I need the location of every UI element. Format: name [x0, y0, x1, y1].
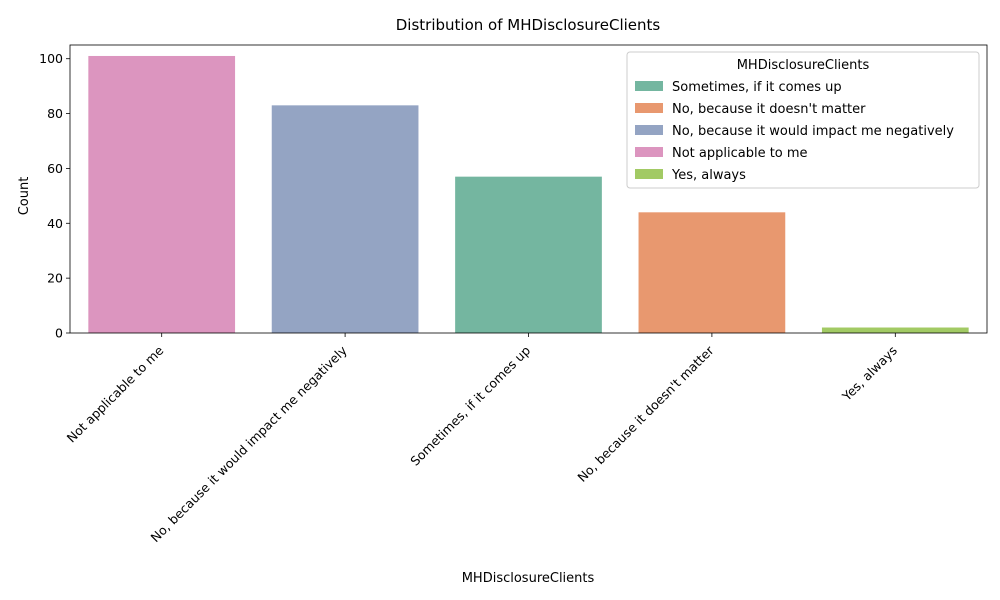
y-tick-label-3: 60 [47, 161, 63, 176]
legend-label-1: No, because it doesn't matter [672, 102, 866, 117]
legend-swatch-1 [635, 103, 663, 113]
legend: MHDisclosureClients Sometimes, if it come… [626, 51, 980, 189]
x-tick-label-1: No, because it would impact me negativel… [148, 342, 351, 545]
x-tick-label-2: Sometimes, if it comes up [407, 343, 533, 469]
y-tick-label-1: 20 [47, 271, 63, 286]
bar-3 [638, 212, 786, 333]
x-tick-label-3: No, because it doesn't matter [574, 342, 717, 485]
x-axis-label: MHDisclosureClients [462, 571, 595, 586]
y-tick-label-2: 40 [47, 216, 63, 231]
y-tick-label-0: 0 [55, 326, 63, 341]
y-tick-label-5: 100 [39, 51, 63, 66]
x-tick-label-4: Yes, always [838, 343, 900, 405]
bar-1 [271, 105, 419, 333]
chart-title: Distribution of MHDisclosureClients [396, 16, 661, 34]
y-tick-label-4: 80 [47, 106, 63, 121]
legend-label-2: No, because it would impact me negativel… [672, 124, 954, 139]
y-axis-label: Count [17, 177, 32, 216]
legend-swatch-3 [635, 147, 663, 157]
x-tick-label-0: Not applicable to me [64, 343, 167, 446]
bar-2 [455, 176, 602, 333]
legend-swatch-0 [635, 81, 663, 91]
legend-box [626, 51, 980, 189]
legend-label-4: Yes, always [671, 168, 746, 183]
legend-swatch-4 [635, 169, 663, 179]
bar-4 [821, 327, 969, 333]
legend-title: MHDisclosureClients [737, 58, 870, 73]
legend-label-0: Sometimes, if it comes up [672, 80, 842, 95]
legend-label-3: Not applicable to me [672, 146, 808, 161]
bar-0 [88, 55, 236, 333]
legend-swatch-2 [635, 125, 663, 135]
